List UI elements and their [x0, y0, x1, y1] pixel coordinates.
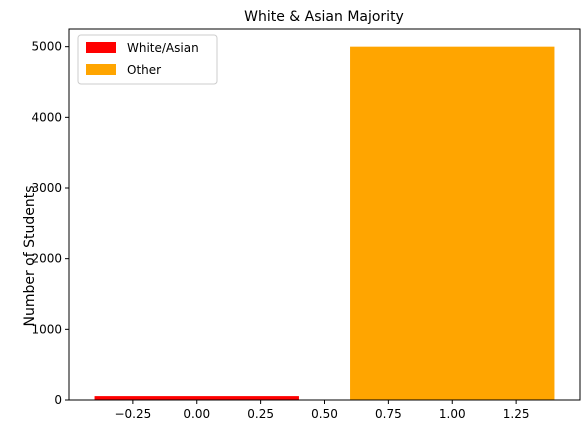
chart-title: White & Asian Majority [244, 9, 404, 25]
bar-white-asian [94, 396, 299, 400]
legend-swatch [86, 64, 116, 75]
y-tick-label: 2000 [31, 252, 62, 266]
x-axis-ticks: −0.25 0.00 0.25 0.50 0.75 1.00 1.25 [114, 400, 529, 421]
y-tick-label: 5000 [31, 40, 62, 54]
y-tick-label: 1000 [31, 322, 62, 336]
x-tick-label: 0.00 [183, 407, 210, 421]
bars-layer [94, 46, 555, 401]
legend-swatch [86, 42, 116, 53]
y-tick-label: 0 [54, 393, 62, 407]
x-tick-label: 0.25 [247, 407, 274, 421]
x-tick-label: −0.25 [114, 407, 151, 421]
x-tick-label: 1.00 [439, 407, 466, 421]
y-tick-label: 4000 [31, 110, 62, 124]
y-axis-label: Number of Students [22, 185, 38, 326]
legend-label: Other [127, 63, 161, 77]
y-axis-ticks: 0 1000 2000 3000 4000 5000 [31, 40, 69, 407]
legend: White/Asian Other [77, 34, 218, 85]
y-tick-label: 3000 [31, 181, 62, 195]
bar-other [350, 46, 555, 401]
x-tick-label: 0.75 [375, 407, 402, 421]
x-tick-label: 0.50 [311, 407, 338, 421]
legend-label: White/Asian [127, 41, 199, 55]
plot-frame [68, 28, 581, 401]
x-tick-label: 1.25 [503, 407, 530, 421]
